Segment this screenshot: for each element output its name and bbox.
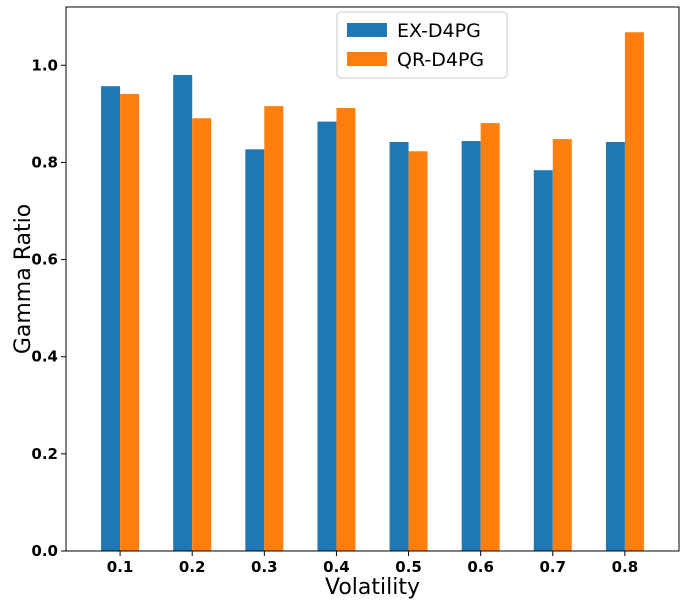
bar-ex-d4pg-0.7 — [533, 170, 553, 551]
bar-qr-d4pg-0.5 — [408, 151, 428, 551]
legend-swatch — [347, 52, 387, 66]
y-axis-ticks: 0.0 0.2 0.4 0.6 0.8 1.0 — [31, 56, 66, 560]
bar-ex-d4pg-0.2 — [173, 75, 193, 551]
x-axis-ticks: 0.1 0.2 0.3 0.4 0.5 0.6 0.7 0.8 — [107, 551, 638, 576]
bar-ex-d4pg-0.8 — [605, 142, 625, 551]
legend-swatch — [347, 23, 387, 37]
x-tick-label: 0.3 — [251, 558, 278, 576]
bar-qr-d4pg-0.7 — [552, 139, 572, 551]
bar-qr-d4pg-0.8 — [624, 32, 644, 551]
bar-ex-d4pg-0.1 — [101, 86, 121, 552]
y-tick-label: 0.6 — [31, 251, 58, 269]
x-tick-label: 0.8 — [612, 558, 639, 576]
bar-ex-d4pg-0.3 — [245, 149, 265, 552]
y-tick-label: 0.8 — [31, 153, 58, 171]
x-tick-label: 0.2 — [179, 558, 206, 576]
y-tick-label: 0.2 — [31, 445, 58, 463]
plot-frame — [65, 6, 680, 552]
y-axis-label: Gamma Ratio — [11, 204, 36, 354]
y-tick-label: 0.0 — [31, 542, 58, 560]
bar-qr-d4pg-0.3 — [264, 106, 284, 551]
legend-label: EX-D4PG — [397, 20, 481, 42]
bar-qr-d4pg-0.2 — [192, 118, 212, 551]
bar-ex-d4pg-0.4 — [317, 121, 337, 551]
bars-layer — [101, 32, 644, 552]
bar-qr-d4pg-0.1 — [120, 93, 140, 551]
x-tick-label: 0.4 — [323, 558, 350, 576]
x-tick-label: 0.5 — [395, 558, 422, 576]
y-tick-label: 1.0 — [31, 56, 58, 74]
bar-ex-d4pg-0.5 — [389, 142, 409, 551]
bar-qr-d4pg-0.4 — [336, 108, 356, 552]
x-tick-label: 0.7 — [540, 558, 567, 576]
x-tick-label: 0.1 — [107, 558, 134, 576]
x-axis-label: Volatility — [325, 575, 420, 600]
bar-ex-d4pg-0.6 — [461, 141, 481, 552]
x-tick-label: 0.6 — [467, 558, 494, 576]
legend: EX-D4PG QR-D4PG — [336, 11, 508, 79]
y-tick-label: 0.4 — [31, 348, 58, 366]
legend-label: QR-D4PG — [397, 49, 484, 71]
bar-qr-d4pg-0.6 — [480, 123, 500, 551]
